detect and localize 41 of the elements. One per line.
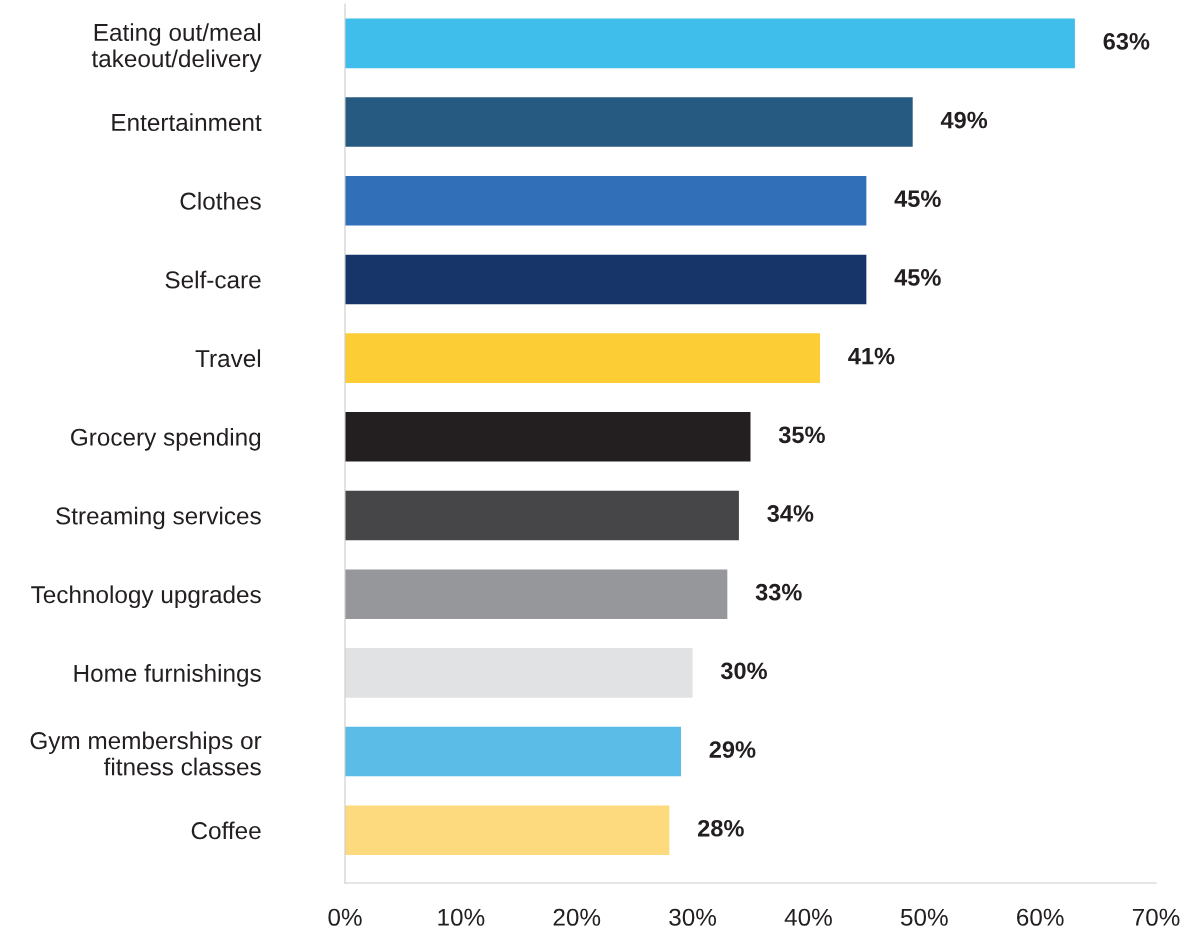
x-tick-label: 70% xyxy=(1132,908,1180,926)
bar xyxy=(345,97,913,147)
data-label: 35% xyxy=(778,426,825,444)
data-label: 33% xyxy=(755,583,802,601)
x-tick-label: 30% xyxy=(669,908,717,926)
x-tick-label: 0% xyxy=(328,908,362,926)
data-label: 49% xyxy=(940,111,988,129)
bar xyxy=(345,569,728,619)
bar xyxy=(345,648,693,698)
y-tick-label: Coffee xyxy=(191,821,261,840)
x-tick-label: 50% xyxy=(900,908,948,926)
x-tick-label: 60% xyxy=(1017,908,1064,926)
y-tick-label: Grocery spending xyxy=(71,428,261,451)
x-tick-label: 20% xyxy=(553,908,601,926)
bar xyxy=(345,805,670,856)
bar xyxy=(345,726,681,777)
y-tick-label: Clothes xyxy=(180,191,261,210)
data-label: 41% xyxy=(848,347,895,365)
y-tick-label: Self-care xyxy=(165,270,261,289)
y-tick-label: Eating out/meal takeout/delivery xyxy=(91,23,262,73)
data-label: 63% xyxy=(1103,32,1150,50)
y-tick-label: Entertainment xyxy=(112,113,262,132)
bar xyxy=(345,490,739,541)
data-label: 34% xyxy=(767,505,814,522)
bar xyxy=(345,412,751,462)
y-tick-label: Travel xyxy=(195,349,261,368)
bar xyxy=(345,175,867,226)
data-label: 30% xyxy=(720,662,767,680)
x-tick-label: 40% xyxy=(784,908,832,926)
data-label: 45% xyxy=(894,190,941,208)
data-label: 29% xyxy=(709,741,756,758)
bar xyxy=(345,18,1075,69)
y-tick-label: Home furnishings xyxy=(74,664,261,687)
y-tick-label: Streaming services xyxy=(56,506,261,530)
y-tick-label: Technology upgrades xyxy=(31,585,261,609)
x-tick-label: 10% xyxy=(438,908,485,926)
bar xyxy=(345,333,821,383)
bar xyxy=(345,254,867,305)
data-label: 45% xyxy=(894,269,941,286)
data-label: 28% xyxy=(698,819,744,837)
y-tick-label: Gym memberships or fitness classes xyxy=(30,731,262,776)
